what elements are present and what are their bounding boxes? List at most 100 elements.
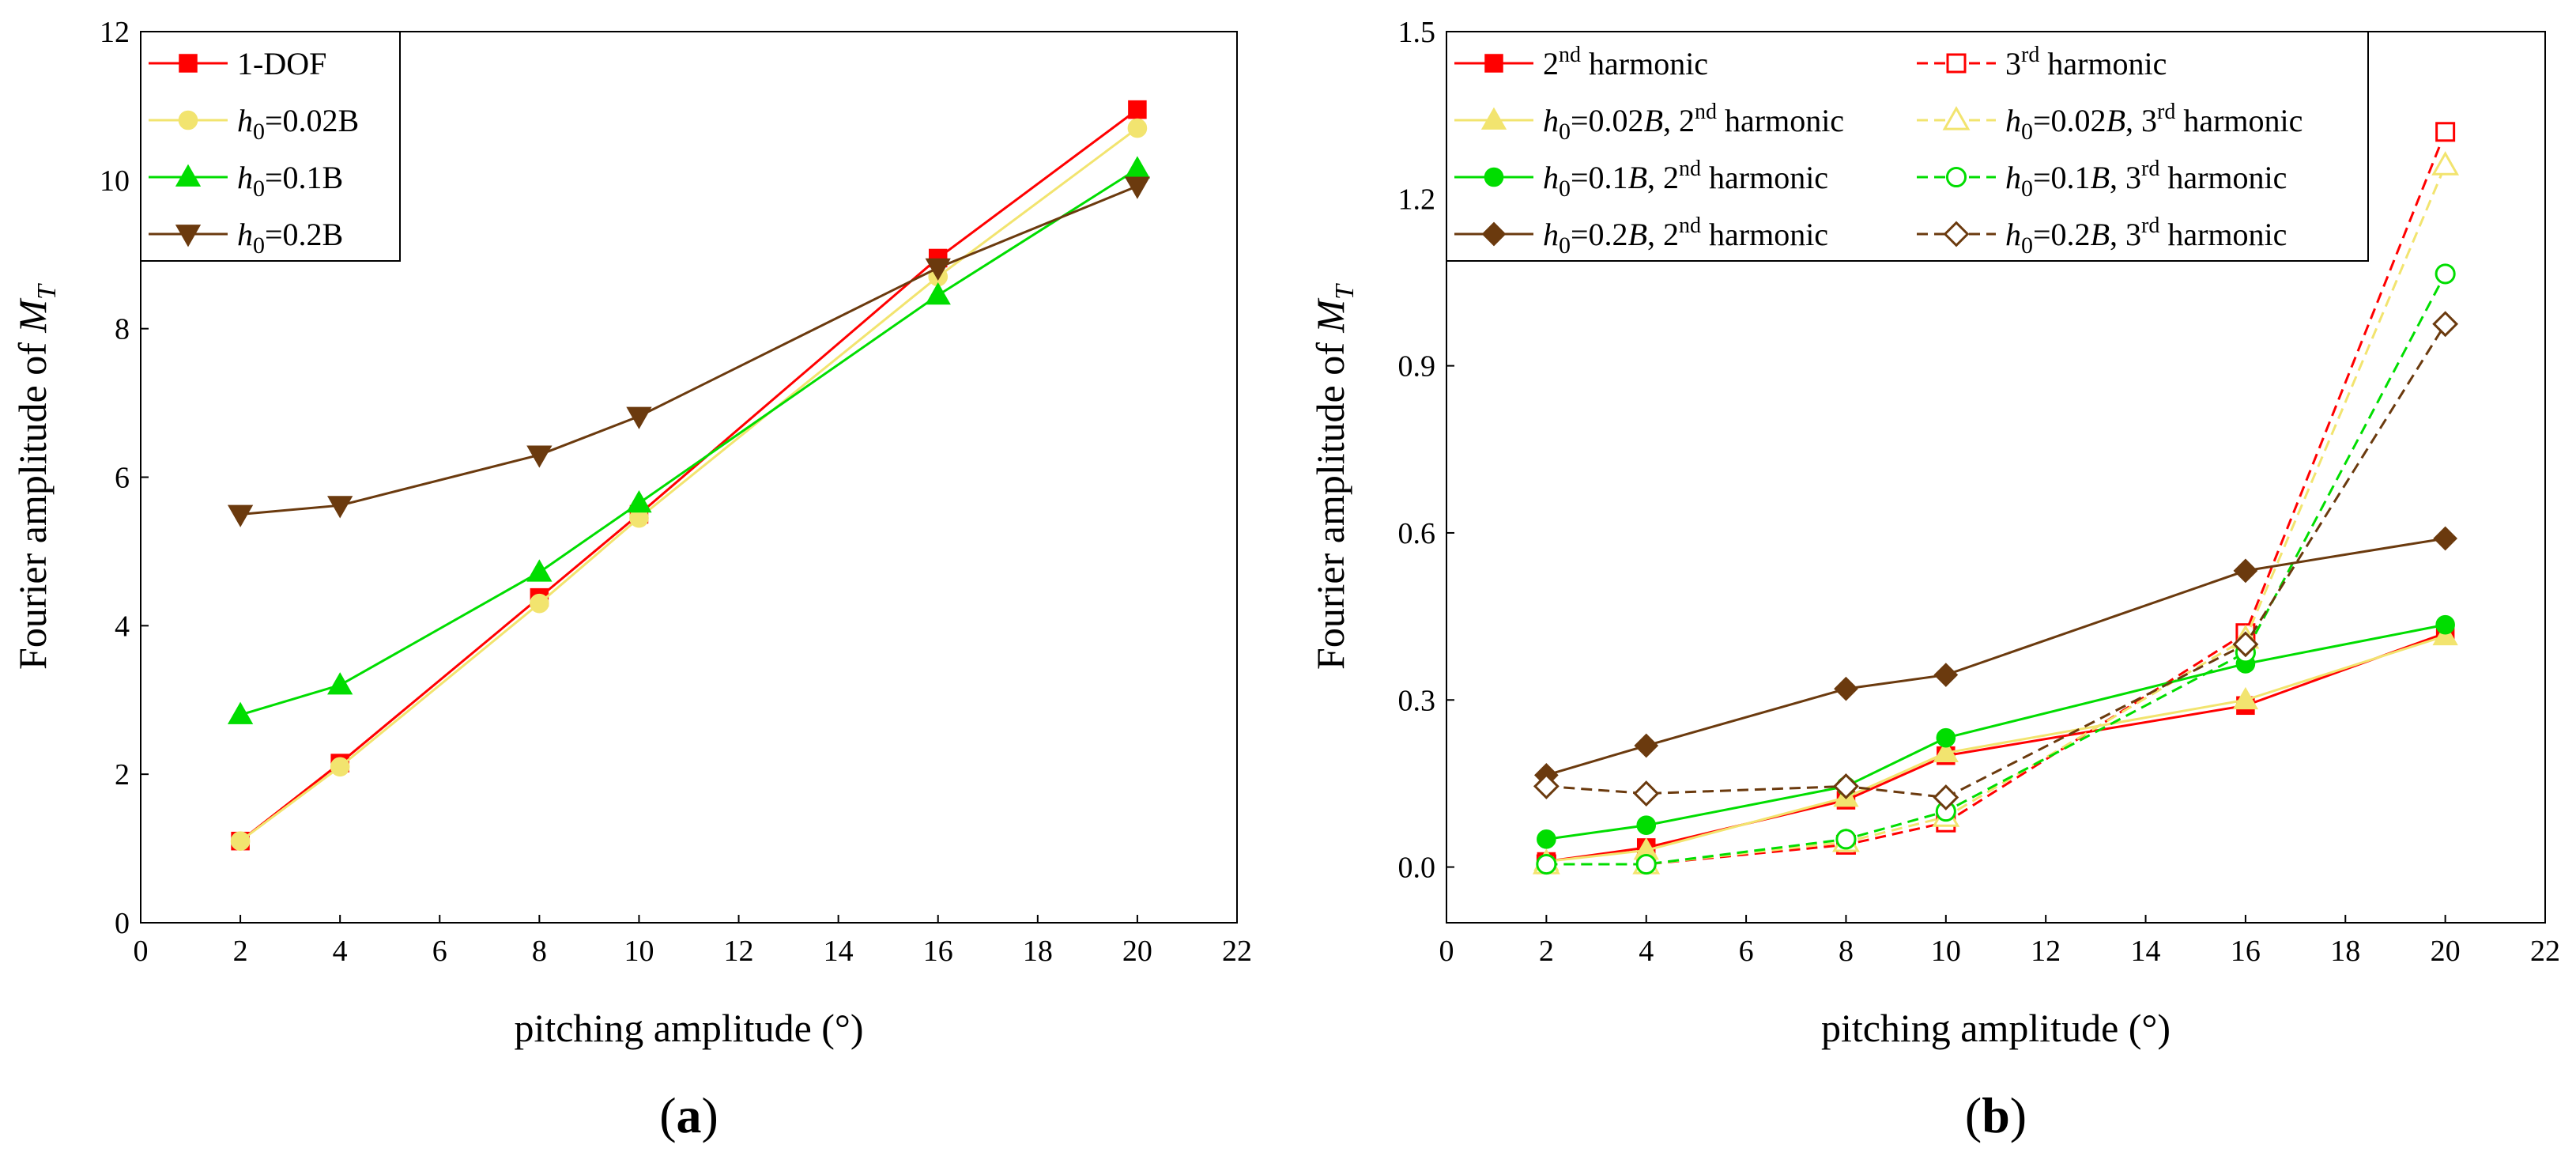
data-point-7-3 [1933, 784, 1959, 810]
data-point-7-0 [1533, 773, 1560, 799]
x-tick-label: 6 [1739, 935, 1754, 968]
series-2 [227, 156, 1151, 724]
y-tick-label: 1.2 [1398, 183, 1436, 216]
legend-symbol: h [1543, 103, 1559, 138]
data-point-5-5 [2435, 263, 2456, 285]
legend-marker [1480, 107, 1507, 130]
panel-label-letter: b [1982, 1087, 2010, 1143]
legend-symbol: h [237, 217, 253, 252]
legend-entry-3: h0=0.2B [149, 217, 343, 259]
x-tick-label: 0 [134, 935, 149, 968]
legend-entry-6: h0=0.2B, 2nd harmonic [1454, 213, 1828, 259]
series-3 [227, 176, 1151, 527]
panel-label: (a) [659, 1087, 718, 1143]
data-point-5-2 [1835, 829, 1857, 850]
data-point-2-4 [925, 282, 951, 305]
series-7 [1533, 311, 2459, 810]
legend-symbol: h [2005, 103, 2021, 138]
x-tick-label: 10 [1931, 935, 1961, 968]
legend-entry-5: h0=0.1B, 3rd harmonic [1917, 157, 2287, 202]
data-point-4-0 [1537, 829, 1556, 849]
y-tick-label: 0.6 [1398, 517, 1436, 550]
y-tick-label: 10 [100, 164, 130, 198]
data-point-3-5 [2431, 151, 2460, 176]
data-point-2-4 [2232, 686, 2259, 710]
x-tick-label: 22 [1222, 935, 1252, 968]
legend-ordinal: , 3 [2125, 103, 2157, 138]
legend-symbol: h [1543, 217, 1559, 252]
y-axis-label-symbol: M [1308, 298, 1352, 334]
legend-label: h0=0.1B, 3rd harmonic [2005, 157, 2287, 202]
legend-marker [178, 110, 198, 130]
series-0 [1537, 623, 2455, 871]
legend-subscript: 0 [253, 176, 265, 202]
legend-marker [1484, 167, 1504, 187]
legend-superscript: rd [2141, 157, 2159, 181]
legend-marker [1943, 221, 1970, 247]
legend-ordinal: , 3 [2110, 217, 2141, 252]
legend-symbol: h [2005, 217, 2021, 252]
data-point-7-1 [1633, 780, 1660, 807]
series-5 [1536, 263, 2456, 875]
legend-subscript: 0 [2021, 119, 2033, 145]
x-tick-label: 12 [724, 935, 754, 968]
y-axis-label-symbol: M [10, 298, 55, 334]
series-line-2 [1546, 634, 2446, 863]
x-tick-label: 20 [2431, 935, 2461, 968]
legend-subscript: 0 [2021, 176, 2033, 202]
y-axis-label: Fourier amplitude of MT [10, 283, 62, 670]
legend-superscript: nd [1559, 43, 1581, 67]
data-point-1-5 [2435, 122, 2456, 142]
panel-label: (b) [1965, 1087, 2027, 1143]
legend-entry-0: 2nd harmonic [1454, 43, 1708, 81]
panel-b-chart: 0 2 4 6 8 10 12 14 16 18 20 220.00.30.60.91.21.5pit… [1308, 16, 2560, 1143]
data-point-6-5 [2433, 526, 2457, 551]
legend-label: 2nd harmonic [1543, 43, 1708, 81]
y-tick-label: 0.9 [1398, 350, 1436, 383]
legend-value: =0.2 [2033, 217, 2091, 252]
data-point-7-2 [1833, 773, 1859, 799]
data-point-4-3 [1936, 727, 1956, 748]
panel-label-close: ) [2010, 1087, 2027, 1143]
x-tick-label: 0 [1439, 935, 1454, 968]
y-axis-label-text: Fourier amplitude of [10, 333, 55, 670]
x-tick-label: 4 [333, 935, 348, 968]
legend-label: 3rd harmonic [2005, 43, 2167, 81]
x-tick-label: 2 [233, 935, 248, 968]
legend-ordinal: 2 [1543, 46, 1559, 81]
legend-b-symbol: B [1644, 103, 1663, 138]
legend-label: 1-DOF [237, 46, 326, 81]
legend-b-symbol: B [2091, 160, 2110, 195]
legend-entry-4: h0=0.1B, 2nd harmonic [1454, 157, 1828, 202]
legend-suffix: =0.02B [265, 103, 359, 138]
y-tick-label: 12 [100, 16, 130, 49]
legend-superscript: nd [1679, 157, 1701, 181]
legend-entry-1: 3rd harmonic [1917, 43, 2167, 81]
x-tick-label: 10 [624, 935, 654, 968]
data-point-1-2 [530, 593, 549, 614]
legend-superscript: rd [2141, 213, 2159, 238]
legend-value: =0.1 [2033, 160, 2091, 195]
data-point-1-0 [230, 831, 251, 851]
legend-entry-3: h0=0.02B, 3rd harmonic [1917, 100, 2303, 145]
legend-tail: harmonic [2039, 46, 2167, 81]
series-1 [230, 118, 1148, 851]
data-point-3-5 [1124, 176, 1151, 199]
legend-value: =0.02 [1571, 103, 1644, 138]
legend-tail: harmonic [1581, 46, 1708, 81]
legend-b-symbol: B [2091, 217, 2110, 252]
legend-marker [1942, 106, 1971, 130]
legend-marker [175, 164, 202, 187]
y-tick-label: 2 [115, 758, 130, 791]
x-tick-label: 4 [1639, 935, 1654, 968]
y-tick-label: 6 [115, 462, 130, 495]
legend-subscript: 0 [1559, 176, 1571, 202]
panel-label-open: ( [659, 1087, 676, 1143]
legend-symbol: h [2005, 160, 2021, 195]
legend-symbol: h [237, 160, 253, 195]
data-point-2-3 [1933, 739, 1959, 763]
data-point-6-3 [1933, 663, 1959, 687]
data-point-2-0 [227, 701, 254, 724]
